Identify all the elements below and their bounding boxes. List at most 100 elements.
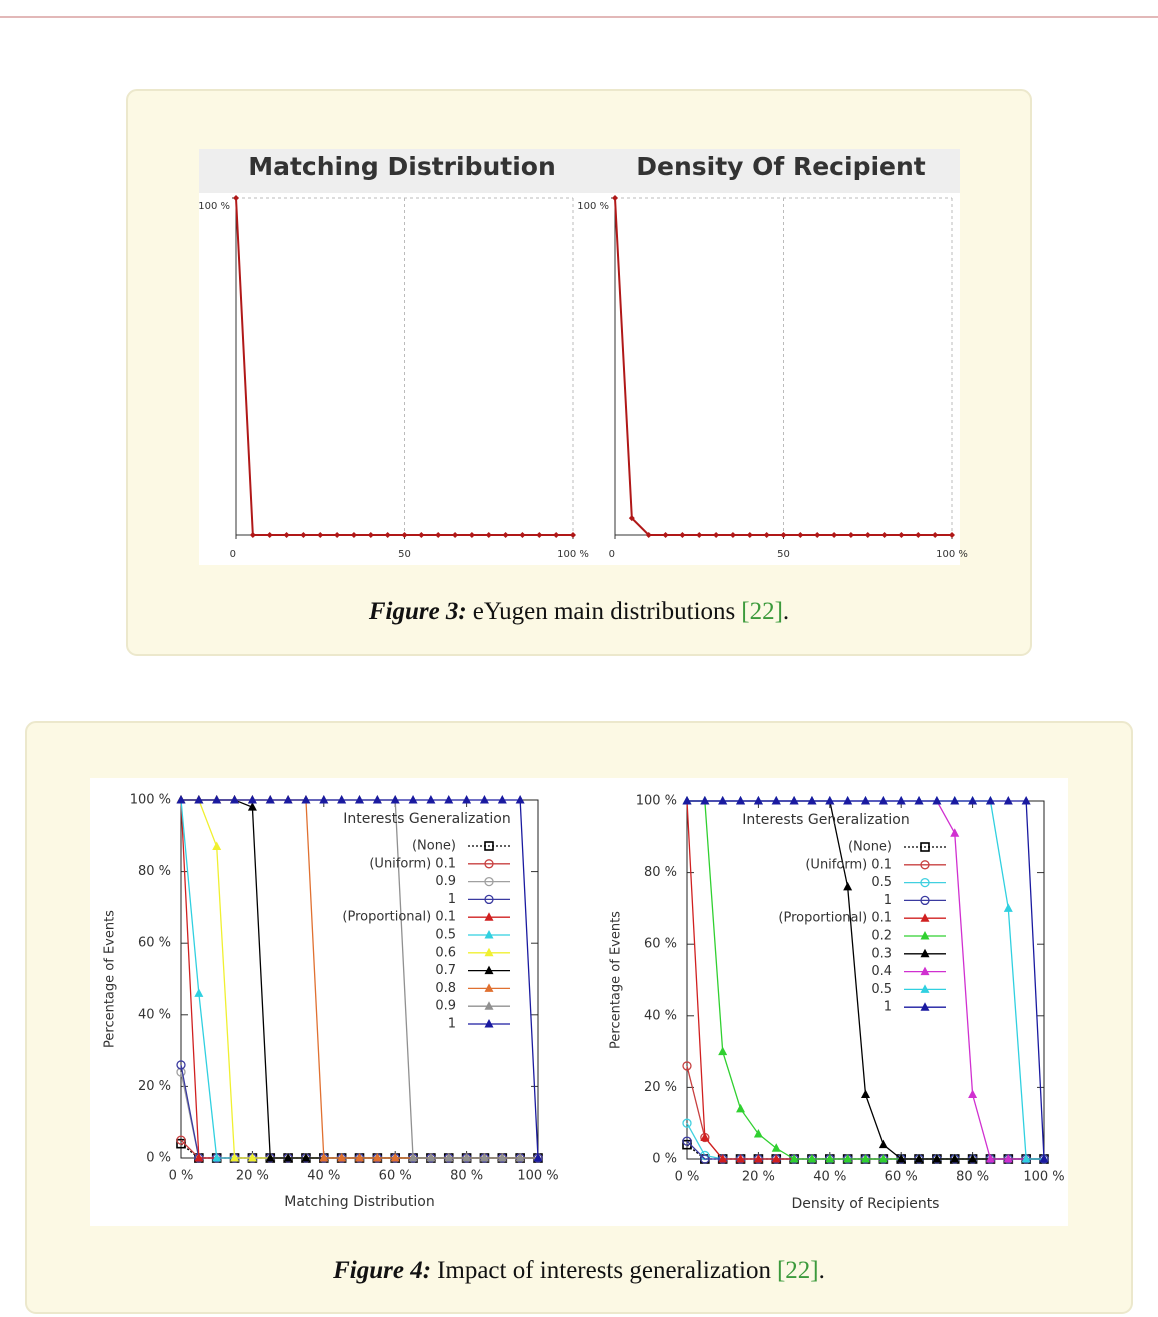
marker [771,1154,781,1163]
x-tick-label: 100 % [936,549,968,560]
legend-label: (None) [848,840,892,855]
legend-marker [484,894,494,905]
marker [444,1153,454,1162]
legend-label: 0.5 [435,928,456,943]
marker [898,532,905,538]
y-tick-label: 20 % [644,1080,677,1095]
marker [729,532,736,538]
marker [915,532,922,538]
marker [843,1154,853,1163]
marker [950,796,960,805]
marker [682,1061,692,1071]
marker [950,1154,960,1163]
marker [212,1153,222,1162]
legend-label: 0.4 [871,964,892,979]
legend-marker [920,860,930,870]
marker [390,1153,400,1162]
legend-label: 0.9 [435,874,456,889]
marker [932,796,942,805]
marker [932,532,939,538]
marker [896,796,906,805]
legend-label: 1 [448,892,456,907]
marker [372,795,382,804]
figure-4-caption: Figure 4: Impact of interests generalizat… [0,1257,1158,1285]
y-tick-label: 60 % [644,937,677,952]
x-tick-label: 80 % [450,1169,483,1184]
marker [265,795,275,804]
marker [861,1154,870,1163]
y-axis-label: Percentage of Events [103,910,118,1048]
legend-label: 0.5 [871,982,892,997]
legend-marker [484,1001,494,1010]
marker [807,796,817,805]
marker [230,1153,240,1162]
marker [825,1154,835,1163]
marker [843,881,853,891]
legend-marker [920,842,930,852]
marker [536,532,543,538]
y-tick-label: 100 % [198,201,230,212]
marker [628,515,635,522]
marker [612,195,618,201]
y-axis-label: Percentage of Events [609,911,624,1049]
y-tick-label: 100 % [577,201,609,212]
marker [645,532,652,538]
marker [553,532,560,538]
marker [753,1128,763,1138]
legend-marker [484,859,494,869]
marker [301,795,311,804]
marker [194,1153,204,1162]
legend-marker [484,1019,494,1028]
marker [679,532,686,538]
marker [462,795,472,804]
marker [736,1103,746,1113]
marker [878,796,888,805]
marker [736,796,746,805]
marker [334,532,341,538]
marker [789,1154,799,1163]
x-tick-label: 50 [398,549,411,560]
marker [753,796,763,805]
legend-label: 1 [448,1017,456,1032]
x-tick-label: 60 % [885,1170,918,1185]
x-tick-label: 60 % [379,1169,412,1184]
caption-end: . [782,598,790,625]
x-tick-label: 100 % [1023,1170,1064,1185]
caption-ref[interactable]: [22] [741,598,783,625]
marker [949,532,955,538]
marker [1003,1154,1013,1163]
x-tick-label: 20 % [742,1170,775,1185]
marker [985,796,995,805]
marker [700,1132,710,1142]
legend-label: (Uniform) 0.1 [369,856,456,871]
marker [418,532,425,538]
marker [176,1060,186,1070]
y-tick-label: 80 % [644,865,677,880]
legend-label: 1 [884,893,892,908]
marker [1039,1154,1049,1163]
legend-label: (Uniform) 0.1 [805,857,892,872]
legend-label: 0.9 [435,999,456,1014]
x-axis-label: Matching Distribution [284,1194,435,1210]
y-tick-label: 0 % [652,1152,677,1167]
marker [771,1143,781,1152]
marker [266,532,273,538]
marker [515,1153,525,1162]
marker [233,195,239,201]
legend-marker [920,877,930,888]
legend-title: Interests Generalization [742,812,910,828]
marker [914,1154,924,1163]
marker [700,796,710,805]
marker [696,532,703,538]
x-tick-label: 0 [609,549,615,560]
x-tick-label: 40 % [813,1170,846,1185]
caption-ref[interactable]: [22] [776,1257,819,1284]
marker [502,532,509,538]
marker [718,1154,728,1163]
legend-marker [484,841,494,851]
marker [300,532,307,538]
x-tick-label: 40 % [307,1169,340,1184]
marker [283,1153,293,1162]
figure-3-caption: Figure 3: eYugen main distributions [22]. [0,598,1158,626]
